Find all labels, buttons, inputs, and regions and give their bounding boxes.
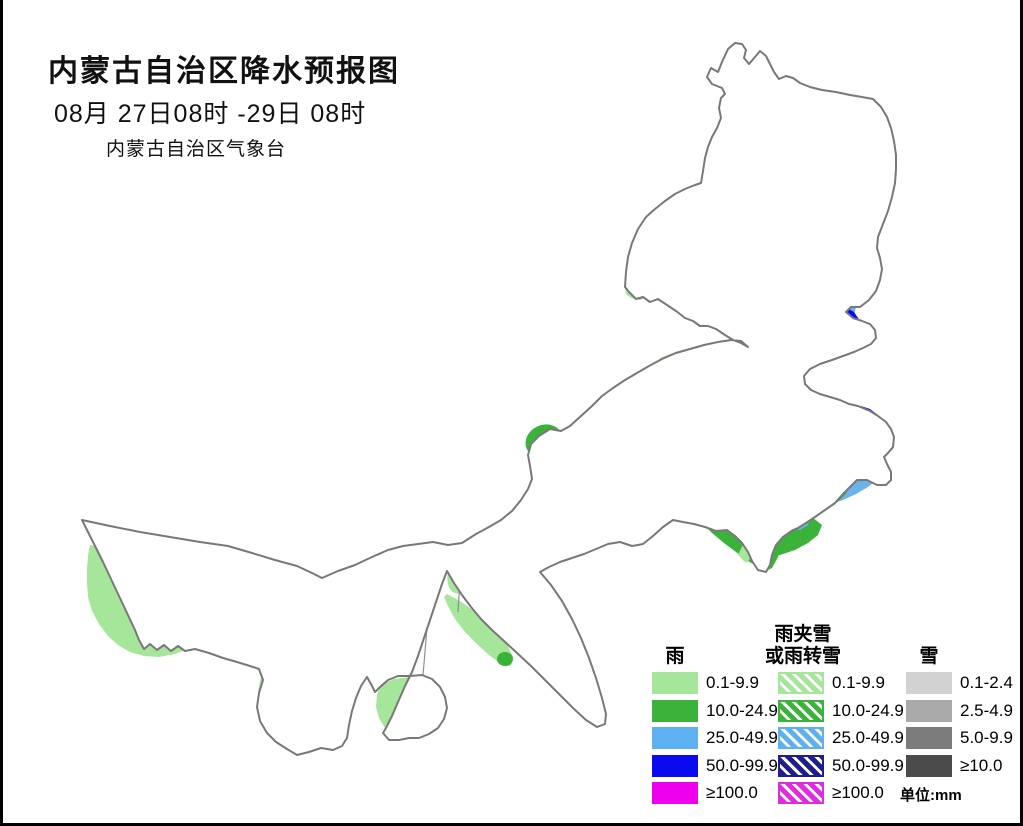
legend-swatch-sleet-2 [778,727,824,749]
forecast-period: 08月 27日08时 -29日 08时 [54,100,367,128]
legend-header-snow: 雪 [919,646,939,667]
legend-label-snow-3: ≥10.0 [960,756,1003,775]
legend-swatch-snow-0 [906,672,952,694]
legend-swatch-snow-1 [906,700,952,722]
legend-label-rain-4: ≥100.0 [706,783,758,802]
legend-label-snow-2: 5.0-9.9 [960,728,1013,747]
agency-name: 内蒙古自治区气象台 [106,139,287,160]
legend-header-sleet: 雨夹雪 [774,624,832,645]
unit-label: 单位:mm [900,787,962,804]
legend-swatch-sleet-4 [778,782,824,804]
legend-label-sleet-4: ≥100.0 [832,783,884,802]
legend-swatch-rain-2 [652,727,698,749]
legend-swatch-rain-3 [652,755,698,777]
legend-label-snow-1: 2.5-4.9 [960,701,1013,720]
legend-label-sleet-1: 10.0-24.9 [832,701,904,720]
legend-swatch-snow-3 [906,755,952,777]
page-title: 内蒙古自治区降水预报图 [48,55,400,88]
legend-label-sleet-2: 25.0-49.9 [832,728,904,747]
legend-label-snow-0: 0.1-2.4 [960,673,1013,692]
legend-label-rain-2: 25.0-49.9 [706,728,778,747]
dip-green-spot [497,652,513,666]
legend-swatch-snow-2 [906,727,952,749]
legend-swatch-rain-0 [652,672,698,694]
legend-swatch-sleet-1 [778,700,824,722]
legend-swatch-sleet-0 [778,672,824,694]
legend-label-rain-1: 10.0-24.9 [706,701,778,720]
legend-label-sleet-0: 0.1-9.9 [832,673,885,692]
dip-lightgreen-band [444,594,513,666]
legend-header-sleet: 或雨转雪 [764,646,842,667]
legend-label-rain-3: 50.0-99.9 [706,756,778,775]
legend-label-rain-0: 0.1-9.9 [706,673,759,692]
legend-label-sleet-3: 50.0-99.9 [832,756,904,775]
legend-swatch-rain-4 [652,782,698,804]
legend-header-rain: 雨 [665,646,685,667]
legend-swatch-sleet-3 [778,755,824,777]
legend-swatch-rain-1 [652,700,698,722]
